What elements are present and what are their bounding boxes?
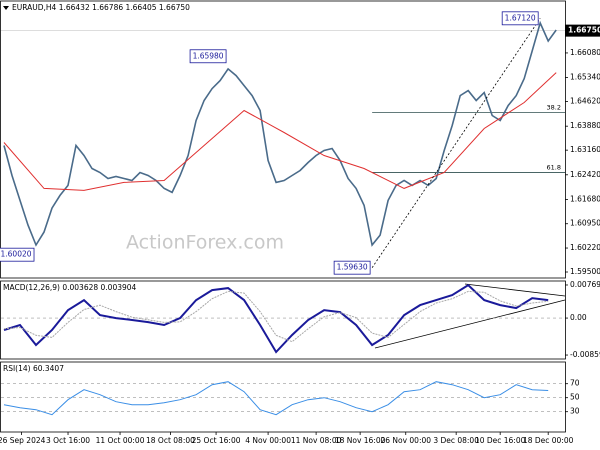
indicator-line bbox=[3, 283, 549, 354]
y-tick-label: 50 bbox=[570, 393, 580, 402]
y-tick-label: 1.62420 bbox=[570, 170, 600, 179]
y-tick-label: 1.66080 bbox=[570, 48, 600, 57]
panel-frame bbox=[0, 361, 566, 433]
panel-frame bbox=[0, 280, 566, 360]
indicator-line bbox=[3, 290, 549, 343]
current-price-label: 1.66750 bbox=[568, 26, 600, 35]
price-label-box bbox=[189, 49, 227, 64]
x-tick-label: 18 Nov 16:00 bbox=[335, 436, 386, 445]
panel-title: MACD(12,26,9) 0.003628 0.003904 bbox=[3, 283, 137, 292]
y-tick-label: 0.007695 bbox=[570, 280, 600, 289]
macd-trend-line bbox=[374, 299, 566, 349]
panel-frame bbox=[0, 0, 566, 279]
y-tick-label: 1.60220 bbox=[570, 243, 600, 252]
indicator-line bbox=[3, 381, 549, 416]
x-tick-label: 26 Nov 00:00 bbox=[380, 436, 431, 445]
y-tick-label: 1.63880 bbox=[570, 121, 600, 130]
x-tick-label: 3 Oct 16:00 bbox=[46, 436, 90, 445]
y-tick-label: 1.64620 bbox=[570, 97, 600, 106]
price-line bbox=[3, 20, 557, 247]
fib-level-label: 38.2 bbox=[547, 104, 561, 112]
y-tick-label: 1.60950 bbox=[570, 219, 600, 228]
x-tick-label: 3 Dec 08:00 bbox=[433, 436, 479, 445]
price-label-box bbox=[501, 11, 539, 26]
x-tick-label: 18 Dec 00:00 bbox=[523, 436, 574, 445]
price-label: 1.65980 bbox=[193, 51, 224, 60]
y-tick-label: 1.61680 bbox=[570, 194, 600, 203]
x-tick-label: 25 Oct 16:00 bbox=[192, 436, 241, 445]
price-label-box bbox=[333, 260, 371, 275]
x-tick-label: 11 Nov 08:00 bbox=[291, 436, 342, 445]
x-tick-label: 11 Oct 00:00 bbox=[96, 436, 145, 445]
x-tick-label: 10 Dec 16:00 bbox=[475, 436, 526, 445]
y-tick-label: 1.59500 bbox=[570, 267, 600, 276]
current-price-box bbox=[565, 24, 600, 37]
x-tick-label: 26 Sep 2024 bbox=[0, 436, 46, 445]
indicator-line bbox=[3, 72, 557, 191]
y-tick-label: -0.008599 bbox=[570, 350, 600, 359]
y-tick-label: 1.65340 bbox=[570, 73, 600, 82]
price-label-box bbox=[0, 247, 35, 262]
price-label: 1.67120 bbox=[505, 13, 536, 22]
panel-title: RSI(14) 60.3407 bbox=[3, 364, 64, 373]
y-tick-label: 70 bbox=[570, 379, 580, 388]
fib-level-label: 61.8 bbox=[547, 163, 561, 171]
y-tick-label: 30 bbox=[570, 407, 580, 416]
x-tick-label: 18 Oct 08:00 bbox=[146, 436, 195, 445]
panel-title: EURAUD,H4 1.66432 1.66786 1.66405 1.6675… bbox=[12, 3, 190, 12]
symbol-arrow bbox=[3, 6, 9, 10]
y-tick-label: 1.63160 bbox=[570, 145, 600, 154]
price-label: 1.60020 bbox=[1, 250, 32, 259]
watermark: ActionForex.com bbox=[126, 232, 284, 254]
x-tick-label: 4 Nov 00:00 bbox=[245, 436, 291, 445]
macd-trend-line bbox=[464, 283, 566, 297]
price-label: 1.59630 bbox=[337, 263, 368, 272]
y-tick-label: 0.00 bbox=[570, 313, 587, 322]
